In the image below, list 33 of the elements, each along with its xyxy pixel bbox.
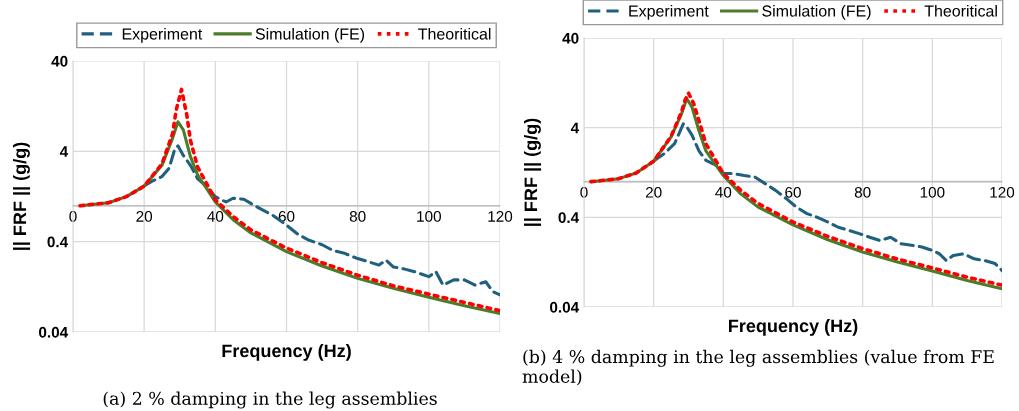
x-tick-label: 60 — [785, 186, 801, 198]
y-tick-label: 40 — [562, 32, 579, 44]
x-tick-label: 100 — [920, 186, 945, 198]
x-tick-label: 0 — [69, 210, 77, 222]
x-tick-label: 40 — [207, 210, 224, 222]
x-tick-label: 0 — [580, 186, 588, 198]
y-tick-label: 0.4 — [558, 212, 580, 224]
x-tick-label: 120 — [990, 186, 1015, 198]
x-axis-title: Frequency (Hz) — [729, 319, 858, 336]
y-axis-title: || FRF || (g/g) — [12, 142, 31, 250]
x-tick-label: 80 — [349, 210, 366, 222]
legend-label: Experiment — [629, 4, 709, 20]
y-tick-label: 0.04 — [550, 301, 580, 313]
y-tick-label: 4 — [570, 122, 580, 134]
y-tick-label: 0.4 — [47, 236, 69, 248]
x-tick-label: 20 — [645, 186, 662, 198]
text: (b) 4 % damping in the leg assemblies (value from FE model) — [522, 349, 994, 386]
x-tick-label: 40 — [715, 186, 732, 198]
x-tick-label: 80 — [854, 186, 871, 198]
text: (a) 2 % damping in the leg assemblies — [103, 391, 437, 409]
y-tick-label: 40 — [51, 55, 68, 67]
x-tick-label: 120 — [488, 210, 513, 222]
legend-label: Experiment — [122, 27, 203, 43]
x-tick-label: 20 — [136, 210, 153, 222]
legend-label: Theoritical — [418, 27, 491, 40]
legend-label: Simulation (FE) — [255, 27, 365, 43]
y-tick-label: 0.04 — [39, 326, 69, 338]
legend-label: Simulation (FE) — [762, 4, 871, 20]
x-axis-title: Frequency (Hz) — [222, 344, 351, 361]
y-axis-title: || FRF || (g/g) — [523, 118, 542, 226]
x-tick-label: 100 — [417, 210, 441, 222]
legend-label: Theoritical — [924, 4, 997, 17]
y-tick-label: 4 — [59, 146, 69, 157]
